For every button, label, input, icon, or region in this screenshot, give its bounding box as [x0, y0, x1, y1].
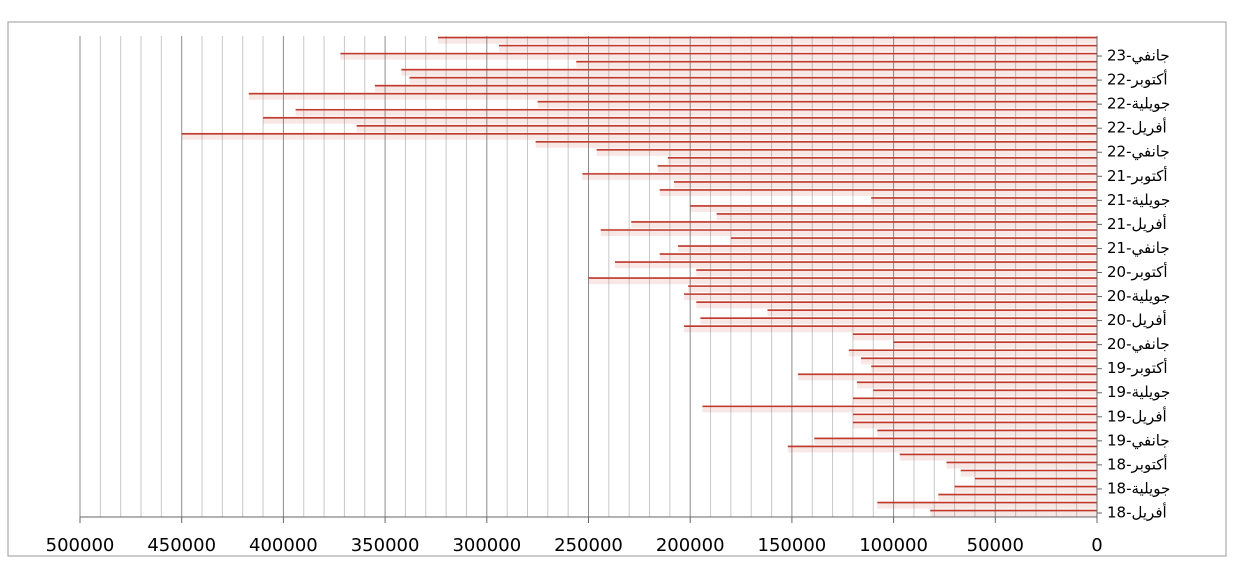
bar [340, 52, 1097, 60]
y-tick-label: جويلية-18 [1107, 479, 1170, 497]
y-tick-label: أكتوبر-21 [1107, 166, 1168, 185]
bar [696, 300, 1097, 309]
x-tick-label: 100000 [859, 535, 928, 556]
y-tick-label: جويلية-19 [1107, 383, 1170, 401]
bar [263, 116, 1097, 124]
bar [871, 365, 1097, 373]
bar [576, 60, 1097, 68]
bar [588, 276, 1097, 285]
bar [499, 44, 1097, 52]
bar [409, 76, 1097, 84]
x-tick-label: 400000 [249, 535, 318, 556]
bar [614, 260, 1097, 269]
y-tick-label: جويلية-22 [1107, 95, 1170, 113]
bar [600, 228, 1097, 237]
bar [659, 252, 1097, 261]
bar [852, 421, 1097, 429]
bar [700, 316, 1097, 325]
y-tick-label: جويلية-20 [1107, 287, 1170, 305]
y-tick-label: أكتوبر-18 [1107, 454, 1168, 473]
bar [677, 244, 1097, 253]
bar [657, 164, 1097, 172]
y-tick-label: جانفي-19 [1107, 431, 1170, 450]
bar [401, 68, 1097, 76]
bar [877, 429, 1097, 437]
x-tick-label: 50000 [967, 535, 1024, 556]
bar [716, 212, 1097, 220]
y-tick-label: أكتوبر-20 [1107, 262, 1168, 281]
bar [690, 204, 1097, 212]
bar [631, 220, 1097, 228]
bar [535, 140, 1097, 148]
bar [871, 196, 1097, 204]
x-tick-label: 500000 [46, 535, 115, 556]
bar [877, 501, 1097, 509]
bar [814, 437, 1097, 445]
bar [798, 373, 1097, 381]
bar [696, 268, 1097, 277]
bar [596, 148, 1097, 156]
x-tick-label: 300000 [452, 535, 521, 556]
y-tick-label: أفريل-22 [1107, 118, 1167, 137]
y-tick-label: جانفي-22 [1107, 143, 1170, 162]
bar [893, 341, 1097, 349]
bar [537, 100, 1097, 108]
bar [437, 36, 1097, 44]
bar [899, 453, 1097, 461]
y-tick-label: أكتوبر-19 [1107, 358, 1168, 377]
y-tick-label: جانفي-23 [1107, 47, 1170, 66]
y-tick-label: أفريل-21 [1107, 214, 1167, 233]
bar [767, 308, 1097, 317]
bar [356, 124, 1097, 132]
x-tick-label: 450000 [147, 535, 216, 556]
bar [688, 284, 1097, 293]
x-tick-label: 200000 [656, 535, 725, 556]
bar [684, 292, 1097, 301]
x-tick-label: 0 [1091, 535, 1102, 556]
bar [960, 469, 1097, 477]
x-tick-label: 250000 [554, 535, 623, 556]
bar [974, 477, 1097, 485]
bar [848, 349, 1097, 357]
bar [930, 509, 1097, 517]
chart-frame [7, 21, 1227, 557]
y-tick-label: أكتوبر-22 [1107, 70, 1168, 89]
bar [852, 397, 1097, 405]
bar [702, 405, 1097, 413]
y-tick-label: أفريل-20 [1107, 310, 1167, 329]
y-tick-label: أفريل-19 [1107, 406, 1167, 425]
bar [852, 413, 1097, 421]
bar [787, 445, 1097, 453]
bar [852, 333, 1097, 341]
bar [659, 188, 1097, 196]
bar [667, 156, 1097, 164]
y-tick-label: جويلية-21 [1107, 191, 1170, 209]
bar [582, 172, 1097, 180]
bar [295, 108, 1097, 116]
bar [873, 389, 1097, 397]
y-tick-label: جانفي-21 [1107, 239, 1170, 258]
bar [946, 461, 1097, 469]
x-tick-label: 150000 [758, 535, 827, 556]
bar [938, 493, 1097, 501]
bar [684, 325, 1097, 333]
bar [673, 180, 1097, 188]
bar [248, 92, 1097, 100]
bar [181, 132, 1097, 140]
bar [861, 357, 1097, 365]
bar [856, 381, 1097, 389]
bar [954, 485, 1097, 493]
y-tick-label: جانفي-20 [1107, 335, 1170, 354]
bar [730, 236, 1097, 245]
x-tick-label: 350000 [351, 535, 420, 556]
y-tick-label: أفريل-18 [1107, 502, 1167, 521]
bar [374, 84, 1097, 92]
